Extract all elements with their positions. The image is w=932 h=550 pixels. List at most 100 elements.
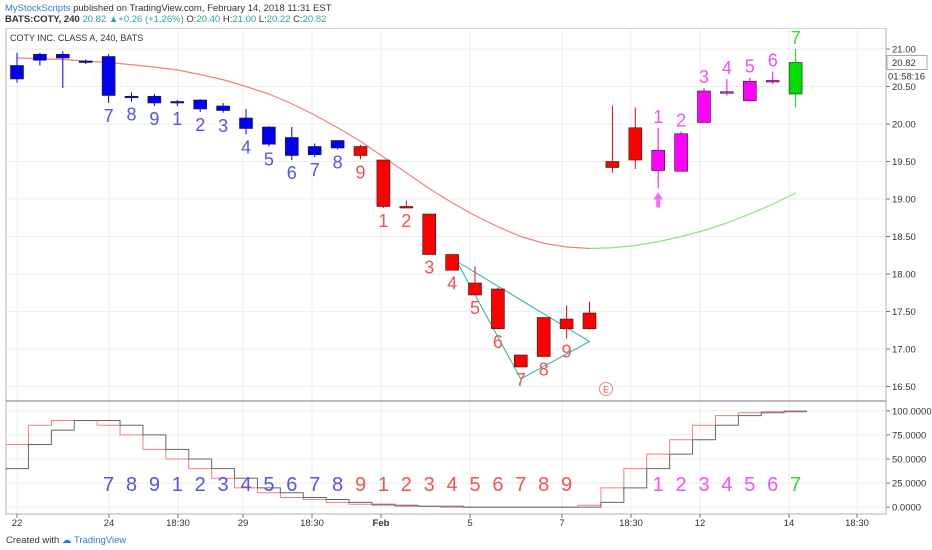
candle-body: [147, 95, 162, 104]
candle-body: [582, 312, 597, 330]
up-arrow-icon: ▲: [108, 14, 119, 25]
candle-body: [697, 90, 711, 123]
chart-title: COTY INC. CLASS A, 240, BATS: [10, 33, 143, 43]
candle-body: [307, 146, 322, 156]
ma-segment-down: [177, 69, 201, 76]
count-label: 4: [447, 273, 457, 293]
price-tick-label: 17.00: [892, 345, 916, 356]
close-value: 20.82: [302, 14, 327, 25]
count-label: 2: [401, 211, 411, 231]
time-tick-label: 7: [559, 518, 564, 529]
ma-segment-up: [589, 247, 613, 250]
oscillator-count-label: 7: [790, 474, 801, 496]
oscillator-count-label: 1: [653, 474, 664, 496]
oscillator-count-label: 6: [286, 474, 297, 496]
oscillator-count-label: 9: [561, 474, 572, 496]
candle-body: [262, 126, 276, 145]
count-label: 8: [126, 105, 136, 125]
earnings-marker-icon: [599, 382, 613, 396]
time-tick-label: 29: [238, 518, 249, 529]
count-label: 8: [539, 360, 549, 380]
ma-segment-down: [451, 202, 476, 217]
ma-segment-down: [543, 242, 567, 248]
close-label: C:: [293, 14, 303, 25]
oscillator-tick-label: 100.0000: [892, 406, 932, 417]
last-price-box: [886, 55, 928, 70]
candle-body: [55, 53, 70, 59]
oscillator-tick-label: 75.0000: [892, 430, 926, 441]
oscillator-count-label: 4: [447, 474, 458, 496]
ma-segment-up: [703, 222, 728, 232]
count-label: 4: [241, 138, 251, 158]
count-label: 1: [172, 109, 182, 129]
candle-body: [788, 62, 803, 95]
candle-body: [720, 91, 734, 94]
time-axis: 22 24 18:30 29 18:30 Feb 5 7 18:30 12 14 18:30: [12, 514, 869, 529]
count-label: 5: [470, 298, 480, 318]
time-tick-label: 24: [104, 518, 115, 529]
oscillator-count-label: 4: [240, 474, 251, 496]
count-label: 6: [287, 163, 297, 183]
oscillator-count-label: 2: [195, 474, 206, 496]
candle-body: [651, 149, 666, 171]
candle-body: [10, 65, 24, 80]
candle-body: [216, 105, 230, 111]
oscillator-count-label: 6: [492, 474, 503, 496]
low-value: 20.22: [266, 14, 291, 25]
oscillator-count-label: 5: [263, 474, 274, 496]
candle-body: [399, 206, 414, 209]
author-link[interactable]: MyStockScripts: [5, 3, 71, 14]
chart-frame: [5, 28, 887, 515]
count-label: 7: [791, 28, 801, 48]
publish-info: published on TradingView.com, February 1…: [73, 3, 332, 14]
candle-body: [628, 127, 643, 161]
count-label: 1: [378, 211, 388, 231]
count-label: 9: [355, 162, 365, 182]
ma-segment-down: [566, 246, 590, 250]
count-label: 4: [722, 58, 732, 78]
oscillator-count-label: 5: [744, 474, 755, 496]
ma-segment-up: [612, 244, 636, 249]
ma-segment-down: [268, 93, 293, 105]
oscillator-count-label: 1: [172, 474, 183, 496]
candle-body: [742, 80, 757, 102]
candle-body: [170, 101, 185, 104]
oscillator-count-label: 3: [698, 474, 709, 496]
oscillator-count-label: 7: [103, 474, 114, 496]
price-tick-label: 19.50: [892, 157, 916, 168]
ma-segment-down: [337, 127, 361, 142]
oscillator-count-label: 7: [309, 474, 320, 496]
ma-segment-down: [131, 64, 155, 68]
price-tick-label: 21.00: [892, 45, 916, 56]
time-tick-label: 14: [784, 518, 795, 529]
ma-segment-down: [405, 172, 430, 189]
candle-body: [376, 159, 391, 207]
candle-body: [536, 317, 551, 357]
candle-body: [124, 95, 139, 99]
count-label: 2: [676, 111, 686, 131]
oscillator-tick-label: 25.0000: [892, 479, 926, 490]
oscillator-count-label: 1: [378, 474, 389, 496]
oscillator-tick-label: 50.0000: [892, 455, 926, 466]
price-change: +0.26 (+1.26%): [118, 14, 184, 25]
candle-body: [353, 146, 368, 156]
oscillator-count-label: 3: [218, 474, 229, 496]
price-tick-label: 20.50: [892, 82, 916, 93]
oscillator-count-label: 4: [721, 474, 732, 496]
count-label: 3: [218, 116, 228, 136]
count-label: 9: [149, 109, 159, 129]
candle-body: [239, 117, 253, 129]
low-label: L:: [258, 14, 267, 25]
symbol-label: BATS:COTY, 240: [5, 14, 80, 25]
earnings-marker-label: E: [603, 385, 609, 395]
ma-segment-down: [428, 187, 453, 204]
oscillator-count-label: 8: [538, 474, 549, 496]
time-tick-label: 22: [12, 518, 23, 529]
oscillator-count-label: 5: [469, 474, 480, 496]
oscillator-line-grey: [5, 411, 808, 508]
tradingview-link[interactable]: TradingView: [73, 535, 127, 546]
ma-segment-up: [749, 203, 773, 215]
price-tick-label: 20.00: [892, 120, 916, 131]
